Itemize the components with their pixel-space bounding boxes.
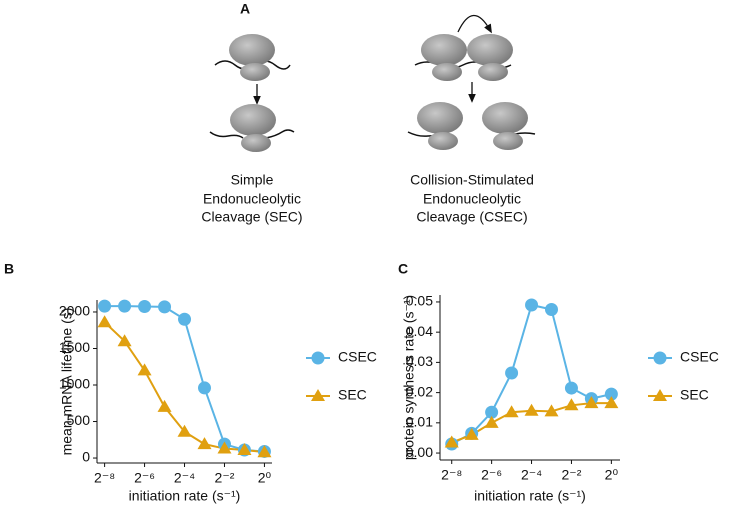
- marker: [564, 381, 578, 395]
- marker: [237, 443, 252, 456]
- x-tick-label: 2⁰: [258, 470, 272, 486]
- x-tick-label: 2⁻⁶: [134, 470, 155, 486]
- marker: [98, 299, 112, 313]
- marker: [484, 415, 499, 428]
- y-tick-label: 2000: [59, 303, 90, 319]
- legend-marker: [311, 389, 325, 401]
- marker: [504, 405, 519, 418]
- marker: [464, 427, 479, 440]
- y-tick-label: 0: [82, 449, 90, 465]
- y-tick-label: 0.00: [406, 444, 433, 460]
- marker: [257, 445, 272, 458]
- marker: [444, 435, 459, 448]
- csec-diagram: [407, 14, 536, 150]
- x-tick-label: 2⁻²: [215, 470, 235, 486]
- marker: [604, 396, 619, 409]
- y-tick-label: 0.03: [406, 353, 433, 369]
- panel-label: B: [4, 261, 14, 277]
- y-axis-label: mean mRNA lifetime (s): [59, 308, 75, 456]
- marker: [505, 366, 519, 380]
- legend-label: SEC: [680, 387, 709, 403]
- marker: [217, 441, 232, 454]
- legend-label: CSEC: [338, 349, 377, 365]
- marker: [117, 334, 132, 347]
- marker: [178, 312, 192, 326]
- x-tick-label: 2⁰: [605, 467, 619, 483]
- y-axis-label: protein synthesis rate (s⁻¹): [401, 295, 417, 460]
- panel-label: A: [240, 1, 250, 17]
- diagram-label: Endonucleolytic: [423, 191, 521, 207]
- sec-diagram: [209, 34, 295, 152]
- diagram-label: Cleavage (CSEC): [416, 209, 527, 225]
- x-axis-label: initiation rate (s⁻¹): [129, 488, 241, 504]
- x-tick-label: 2⁻⁶: [481, 467, 502, 483]
- y-tick-label: 0.04: [406, 323, 433, 339]
- marker: [158, 300, 172, 314]
- marker: [485, 405, 499, 419]
- x-tick-label: 2⁻⁴: [521, 467, 542, 483]
- marker: [525, 298, 539, 312]
- y-tick-label: 1500: [59, 339, 90, 355]
- marker: [524, 403, 539, 416]
- marker: [118, 299, 132, 313]
- x-tick-label: 2⁻²: [562, 467, 582, 483]
- marker: [544, 303, 558, 317]
- legend-label: CSEC: [680, 349, 719, 365]
- y-tick-label: 0.01: [406, 414, 433, 430]
- series-line: [451, 303, 612, 445]
- marker: [604, 387, 618, 401]
- y-tick-label: 0.05: [406, 293, 433, 309]
- y-tick-label: 1000: [59, 376, 90, 392]
- legend-label: SEC: [338, 387, 367, 403]
- x-tick-label: 2⁻⁸: [94, 470, 115, 486]
- legend-marker: [653, 351, 667, 365]
- x-tick-label: 2⁻⁴: [174, 470, 195, 486]
- marker: [197, 437, 212, 450]
- marker: [97, 315, 112, 328]
- marker: [157, 399, 172, 412]
- marker: [198, 381, 212, 395]
- marker: [544, 404, 559, 417]
- x-tick-label: 2⁻⁸: [441, 467, 462, 483]
- diagram-label: Collision-Stimulated: [410, 172, 534, 188]
- marker: [137, 363, 152, 376]
- y-tick-label: 500: [67, 412, 91, 428]
- diagram-label: Cleavage (SEC): [201, 209, 302, 225]
- diagram-label: Simple: [231, 172, 274, 188]
- x-axis-label: initiation rate (s⁻¹): [474, 488, 586, 504]
- diagram-label: Endonucleolytic: [203, 191, 301, 207]
- y-tick-label: 0.02: [406, 383, 433, 399]
- panel-label: C: [398, 261, 408, 277]
- marker: [138, 299, 152, 313]
- marker: [177, 424, 192, 437]
- marker: [584, 396, 599, 409]
- legend-marker: [653, 389, 667, 401]
- marker: [564, 398, 579, 411]
- legend-marker: [311, 351, 325, 365]
